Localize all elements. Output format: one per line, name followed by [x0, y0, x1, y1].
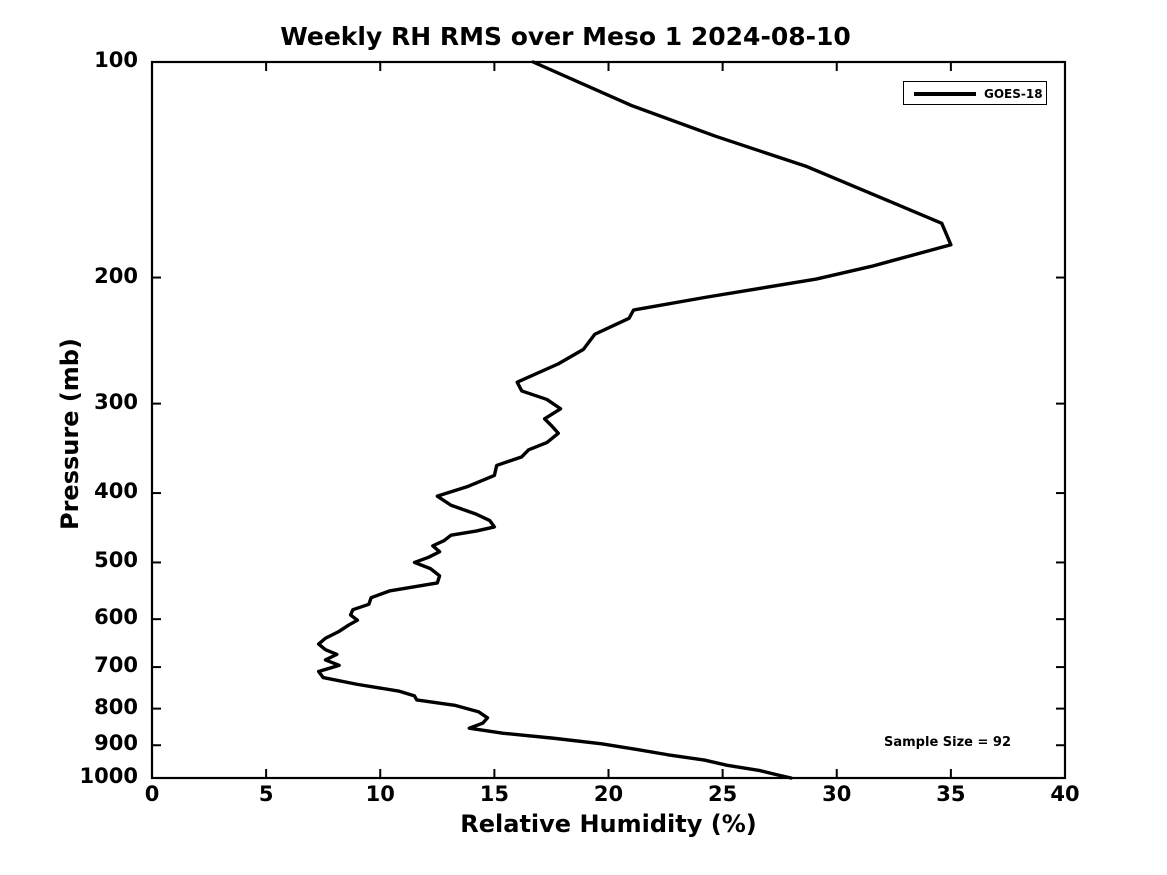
- y-tick-label: 600: [94, 605, 138, 630]
- y-tick-label: 900: [94, 731, 138, 756]
- legend-line-sample: [914, 92, 976, 96]
- y-tick-label: 200: [94, 263, 138, 288]
- y-tick-label: 400: [94, 479, 138, 504]
- y-axis-ticks: [152, 61, 1065, 779]
- x-tick-label: 20: [593, 782, 624, 806]
- sample-size-annotation: Sample Size = 92: [884, 735, 1012, 750]
- y-axis-label: Pressure (mb): [56, 338, 84, 530]
- x-axis-label: Relative Humidity (%): [460, 810, 757, 838]
- y-tick-label: 100: [94, 48, 138, 72]
- y-tick-label: 700: [94, 653, 138, 678]
- x-tick-label: 30: [822, 782, 852, 806]
- y-tick-label: 500: [94, 548, 138, 573]
- axes-frame: [150, 60, 1067, 780]
- data-series-goes-18: [316, 60, 953, 780]
- x-tick-label: 0: [144, 782, 160, 806]
- y-tick-label: 300: [94, 389, 138, 414]
- x-tick-label: 25: [708, 782, 738, 806]
- page-title: Weekly RH RMS over Meso 1 2024-08-10: [0, 22, 1167, 51]
- x-axis-ticks: [151, 62, 1066, 778]
- x-tick-label: 10: [365, 782, 395, 806]
- y-tick-label: 1000: [79, 764, 138, 788]
- x-tick-label: 35: [936, 782, 966, 806]
- x-tick-label: 15: [479, 782, 509, 806]
- x-tick-label: 40: [1050, 782, 1080, 806]
- legend-item-label: GOES-18: [984, 87, 1043, 101]
- y-tick-label: 800: [94, 694, 138, 719]
- plot-title-text: Weekly RH RMS over Meso 1 2024-08-10: [280, 22, 851, 51]
- legend[interactable]: GOES-18: [903, 81, 1047, 105]
- x-tick-label: 5: [258, 782, 274, 806]
